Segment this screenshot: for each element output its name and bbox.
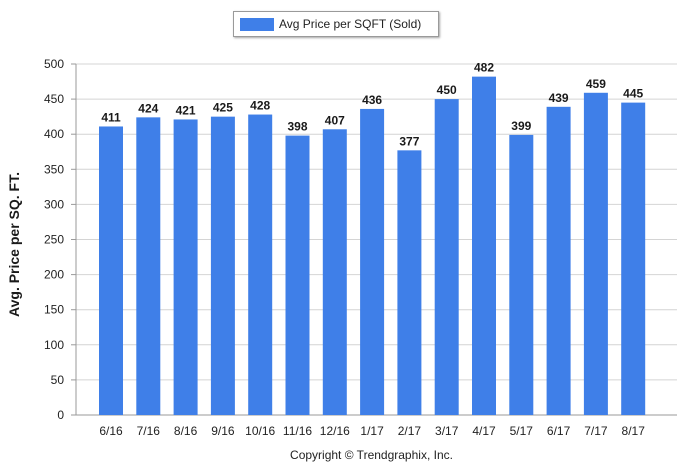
bar [248,114,273,415]
x-tick-label: 11/16 [283,424,312,438]
data-label: 377 [399,134,419,148]
y-tick-label: 450 [44,92,64,106]
bar [173,119,198,415]
x-tick-label: 3/17 [435,424,459,438]
bar [322,129,347,415]
x-tick-label: 4/17 [472,424,496,438]
x-tick-label: 7/17 [584,424,608,438]
x-tick-label: 7/16 [137,424,161,438]
bar [472,76,496,416]
bar [434,99,459,415]
x-tick-label: 6/16 [99,424,123,438]
data-label: 421 [176,103,196,117]
y-tick-label: 400 [44,127,64,141]
data-label: 439 [549,91,569,105]
data-label: 425 [213,101,233,115]
data-label: 482 [474,61,494,75]
y-tick-label: 200 [44,268,64,282]
data-label: 411 [101,110,121,124]
data-label: 407 [325,113,345,127]
bar [546,106,571,416]
data-label: 399 [511,119,531,133]
x-tick-label: 9/16 [211,424,235,438]
x-tick-label: 8/17 [622,424,646,438]
x-tick-label: 8/16 [174,424,198,438]
data-label: 428 [250,99,270,113]
copyright-footer: Copyright © Trendgraphix, Inc. [290,448,453,462]
bar [509,134,534,416]
data-label: 450 [437,83,457,97]
bar [621,102,646,416]
y-tick-label: 0 [57,408,64,422]
y-tick-label: 150 [44,303,64,317]
bar [210,116,235,416]
legend: Avg Price per SQFT (Sold) [233,11,439,37]
x-tick-label: 10/16 [245,424,275,438]
y-tick-label: 350 [44,162,64,176]
bar [136,117,161,416]
data-label: 398 [287,120,307,134]
x-tick-label: 12/16 [320,424,350,438]
legend-swatch [240,17,274,31]
x-tick-label: 5/17 [510,424,534,438]
bar [583,92,608,416]
x-tick-label: 1/17 [360,424,384,438]
bar [99,126,123,415]
legend-label: Avg Price per SQFT (Sold) [279,17,422,31]
bar [285,135,310,415]
y-tick-label: 50 [51,373,65,387]
data-label: 436 [362,93,382,107]
bar [360,108,385,415]
y-tick-label: 100 [44,338,64,352]
data-label: 445 [623,87,643,101]
y-axis-title: Avg. Price per SQ. FT. [6,172,22,317]
y-tick-label: 500 [44,57,64,71]
bar [397,150,422,415]
y-tick-label: 250 [44,233,64,247]
data-label: 459 [586,77,606,91]
y-tick-label: 300 [44,197,64,211]
x-tick-label: 2/17 [398,424,422,438]
x-tick-label: 6/17 [547,424,571,438]
data-label: 424 [138,101,158,115]
